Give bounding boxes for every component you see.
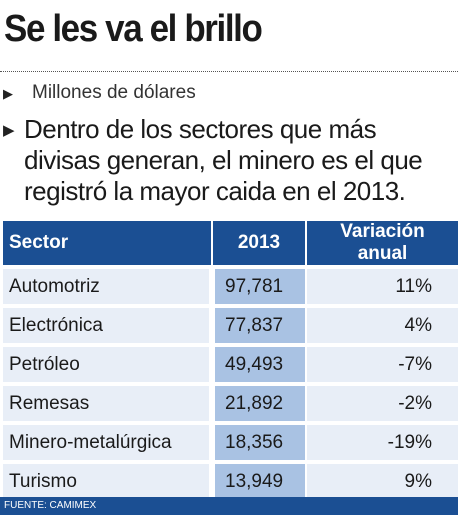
sector-cell: Minero-metalúrgica	[3, 423, 215, 464]
value-cell: 77,837	[212, 306, 307, 347]
value-cell: 21,892	[212, 384, 307, 425]
sector-cell: Automotriz	[3, 267, 215, 308]
table-row: Electrónica 77,837 4%	[3, 306, 458, 347]
change-cell: 9%	[306, 462, 458, 503]
column-header-variacion: Variación anual	[306, 221, 458, 269]
bullet-arrow-icon: ▶	[3, 122, 15, 139]
table-row: Petróleo 49,493 -7%	[3, 345, 458, 386]
table-row: Remesas 21,892 -2%	[3, 384, 458, 425]
table-row: Automotriz 97,781 11%	[3, 267, 458, 308]
change-cell: -19%	[306, 423, 458, 464]
subtitle-units: Millones de dólares	[32, 82, 196, 103]
table-header-row: Sector 2013 Variación anual	[3, 221, 458, 269]
value-cell: 49,493	[212, 345, 307, 386]
sector-cell: Petróleo	[3, 345, 215, 386]
change-cell: -2%	[306, 384, 458, 425]
divider	[0, 71, 458, 72]
sector-cell: Remesas	[3, 384, 215, 425]
data-table: Sector 2013 Variación anual Automotriz 9…	[3, 221, 458, 503]
value-cell: 18,356	[212, 423, 307, 464]
column-header-2013: 2013	[212, 221, 307, 269]
bullet-arrow-icon: ▶	[3, 86, 13, 101]
change-cell: -7%	[306, 345, 458, 386]
table-row: Minero-metalúrgica 18,356 -19%	[3, 423, 458, 464]
description: Dentro de los sectores que más divisas g…	[24, 114, 423, 206]
table-row: Turismo 13,949 9%	[3, 462, 458, 503]
chart-title: Se les va el brillo	[4, 8, 263, 50]
source-footer: FUENTE: CAMIMEX	[0, 497, 458, 515]
column-header-sector: Sector	[3, 221, 213, 269]
sector-cell: Turismo	[3, 462, 215, 503]
change-cell: 11%	[306, 267, 458, 308]
change-cell: 4%	[306, 306, 458, 347]
value-cell: 13,949	[212, 462, 307, 503]
sector-cell: Electrónica	[3, 306, 215, 347]
value-cell: 97,781	[212, 267, 307, 308]
